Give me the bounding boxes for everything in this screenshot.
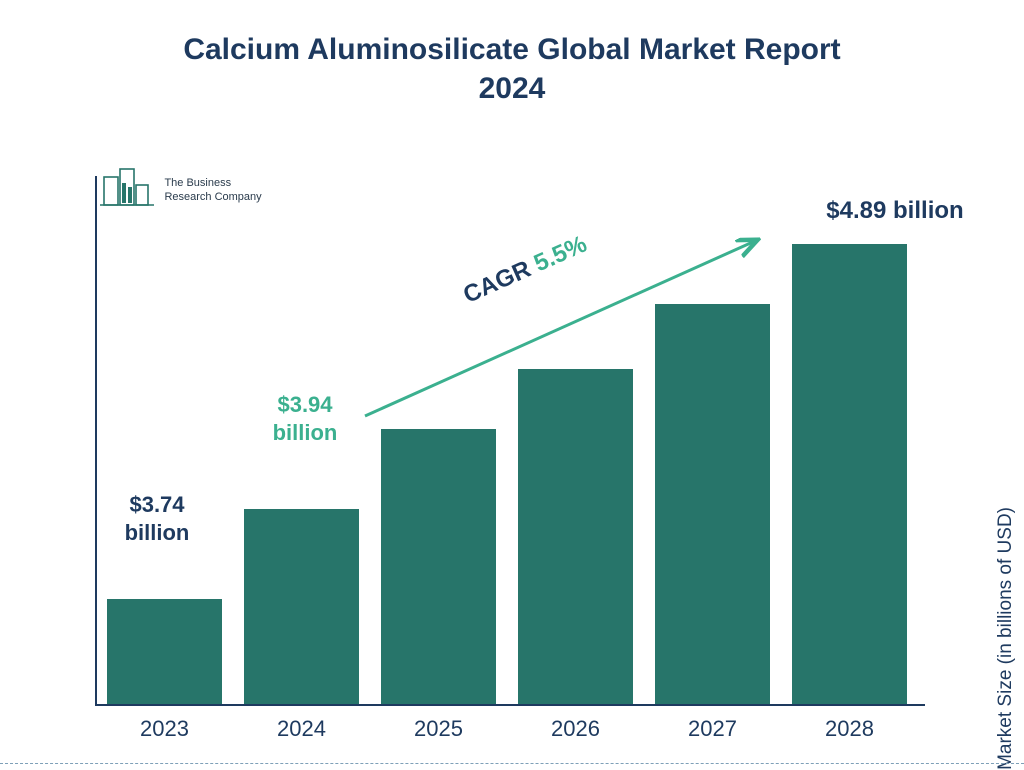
x-label-2027: 2027: [655, 716, 770, 742]
value-label-2023: $3.74 billion: [107, 491, 207, 546]
bar-2025: [381, 429, 496, 704]
x-label-2023: 2023: [107, 716, 222, 742]
cagr-text: CAGR: [459, 255, 535, 308]
value-2023-unit: billion: [125, 520, 190, 545]
cagr-value: 5.5%: [530, 231, 591, 278]
y-axis-label: Market Size (in billions of USD): [995, 507, 1017, 770]
x-axis: [95, 704, 925, 706]
cagr-label: CAGR 5.5%: [459, 231, 591, 310]
bar-2028: [792, 244, 907, 704]
chart-title: Calcium Aluminosilicate Global Market Re…: [162, 30, 862, 108]
value-label-2028: $4.89 billion: [815, 196, 975, 226]
bar-2023: [107, 599, 222, 704]
value-2023-amount: $3.74: [129, 492, 184, 517]
value-2024-amount: $3.94: [277, 392, 332, 417]
x-label-2024: 2024: [244, 716, 359, 742]
bar-2026: [518, 369, 633, 704]
chart-area: 2023 2024 2025 2026 2027 2028 $3.74 bill…: [95, 176, 925, 706]
bar-2027: [655, 304, 770, 704]
x-label-2028: 2028: [792, 716, 907, 742]
bottom-border-dash: [0, 763, 1024, 764]
x-label-2026: 2026: [518, 716, 633, 742]
value-2024-unit: billion: [273, 420, 338, 445]
x-label-2025: 2025: [381, 716, 496, 742]
y-axis: [95, 176, 97, 706]
bar-2024: [244, 509, 359, 704]
value-label-2024: $3.94 billion: [255, 391, 355, 446]
